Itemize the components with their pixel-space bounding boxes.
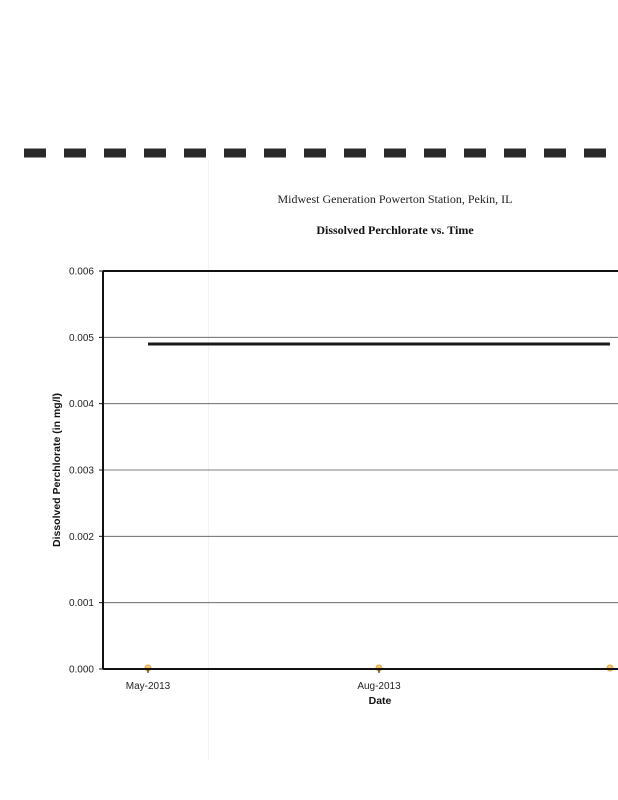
scan-artifact	[208, 160, 209, 760]
x-tick-label-0: May-2013	[126, 681, 171, 692]
axes	[99, 270, 618, 673]
y-axis-title: Dissolved Perchlorate (in mg/l)	[51, 393, 63, 547]
x-axis-title: Date	[369, 695, 392, 707]
x-tick-label-1: Aug-2013	[357, 681, 401, 692]
y-tick-label-2: 0.002	[69, 532, 94, 543]
tick-labels: 0.000 0.001 0.002 0.003 0.004 0.005 0.006 May-2…	[69, 267, 401, 693]
y-tick-label-5: 0.005	[69, 333, 94, 344]
dashed-separator-graphic	[24, 148, 618, 158]
y-tick-label-0: 0.000	[69, 665, 94, 676]
dashed-separator	[0, 146, 618, 160]
grid-lines	[103, 336, 618, 604]
chart-title: Dissolved Perchlorate vs. Time	[316, 223, 474, 237]
y-tick-label-6: 0.006	[69, 267, 94, 278]
series-layer	[144, 342, 614, 672]
y-tick-label-4: 0.004	[69, 399, 94, 410]
chart-subtitle: Midwest Generation Powerton Station, Pek…	[277, 192, 513, 206]
y-tick-label-3: 0.003	[69, 466, 94, 477]
y-tick-label-1: 0.001	[69, 598, 94, 609]
